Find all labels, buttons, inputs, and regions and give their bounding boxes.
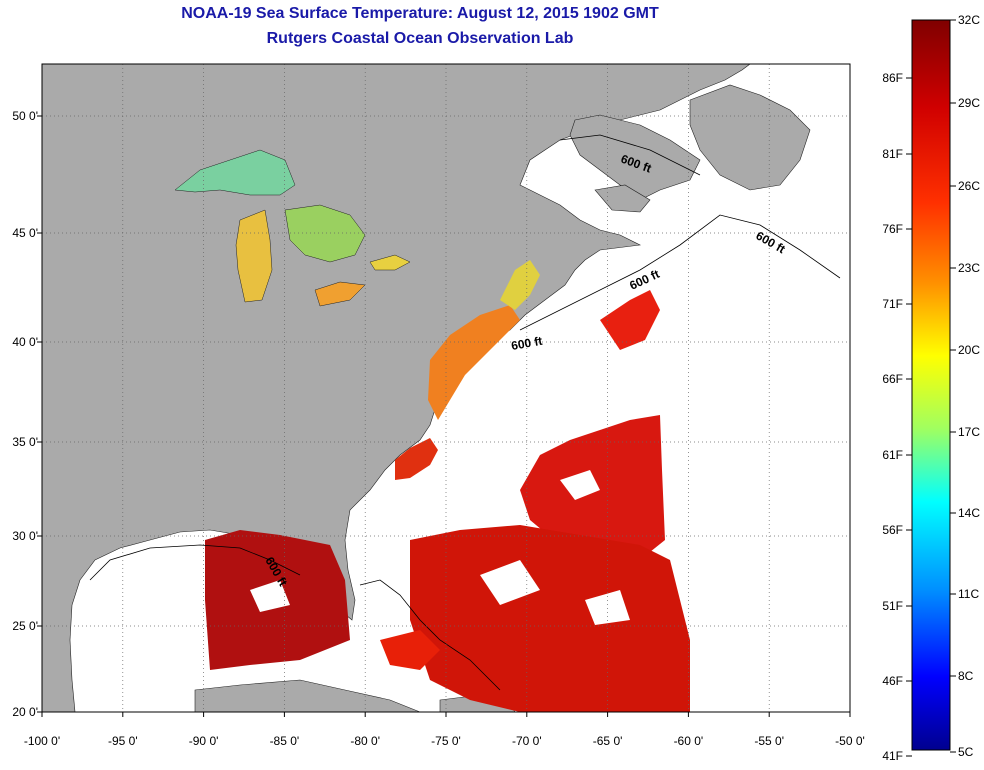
colorbar-fahrenheit-label: 46F — [882, 674, 903, 688]
colorbar-celsius-label: 8C — [958, 669, 974, 683]
colorbar-celsius-label: 23C — [958, 261, 980, 275]
colorbar-celsius-label: 32C — [958, 13, 980, 27]
colorbar-fahrenheit-label: 56F — [882, 523, 903, 537]
lat-tick-label: 20 0' — [12, 705, 38, 719]
lon-tick-label: -55 0' — [754, 734, 784, 748]
land — [41, 63, 811, 713]
colorbar-fahrenheit-label: 66F — [882, 372, 903, 386]
lon-tick-label: -65 0' — [593, 734, 623, 748]
depth-label: 600 ft — [510, 334, 543, 353]
lon-tick-label: -60 0' — [674, 734, 704, 748]
lat-tick-label: 35 0' — [12, 435, 38, 449]
colorbar-fahrenheit-label: 51F — [882, 599, 903, 613]
colorbar-celsius-label: 11C — [958, 587, 979, 601]
great-lakes — [174, 149, 411, 307]
lat-tick-label: 40 0' — [12, 335, 38, 349]
colorbar-celsius-label: 5C — [958, 745, 974, 759]
latitude-axis: 20 0' 25 0' 30 0' 35 0' 40 0' 45 0' 50 0' — [12, 109, 42, 719]
colorbar-fahrenheit-label: 71F — [882, 297, 903, 311]
colorbar-celsius-labels: 32C 29C 26C 23C 20C 17C 14C 11C 8C 5C — [950, 13, 980, 759]
colorbar-celsius-label: 26C — [958, 179, 980, 193]
colorbar-celsius-label: 14C — [958, 506, 980, 520]
colorbar-fahrenheit-label: 86F — [882, 71, 903, 85]
lon-tick-label: -75 0' — [431, 734, 461, 748]
colorbar-fahrenheit-labels: 86F 81F 76F 71F 66F 61F 56F 51F 46F 41F — [882, 71, 912, 763]
colorbar-fahrenheit-label: 41F — [882, 749, 903, 763]
colorbar-celsius-label: 20C — [958, 343, 980, 357]
colorbar-fahrenheit-label: 76F — [882, 222, 903, 236]
colorbar-fahrenheit-label: 61F — [882, 448, 903, 462]
lat-tick-label: 50 0' — [12, 109, 38, 123]
colorbar — [911, 19, 951, 751]
lon-tick-label: -85 0' — [270, 734, 300, 748]
depth-contours — [89, 134, 841, 691]
lon-tick-label: -90 0' — [189, 734, 219, 748]
colorbar-celsius-label: 17C — [958, 425, 980, 439]
cloud-gaps — [250, 470, 630, 625]
map-title: NOAA-19 Sea Surface Temperature: August … — [181, 5, 659, 22]
lat-tick-label: 25 0' — [12, 619, 38, 633]
lon-tick-label: -80 0' — [350, 734, 380, 748]
map-subtitle: Rutgers Coastal Ocean Observation Lab — [266, 30, 574, 47]
coordinate-grid — [42, 64, 850, 712]
lon-tick-label: -70 0' — [512, 734, 542, 748]
lon-tick-label: -100 0' — [24, 734, 60, 748]
longitude-axis: -100 0' -95 0' -90 0' -85 0' -80 0' -75 0' -70… — [24, 712, 865, 748]
lon-tick-label: -50 0' — [835, 734, 865, 748]
lat-tick-label: 30 0' — [12, 529, 38, 543]
lat-tick-label: 45 0' — [12, 226, 38, 240]
sst-data — [205, 260, 690, 712]
colorbar-fahrenheit-label: 81F — [882, 147, 903, 161]
colorbar-celsius-label: 29C — [958, 96, 980, 110]
lon-tick-label: -95 0' — [108, 734, 138, 748]
